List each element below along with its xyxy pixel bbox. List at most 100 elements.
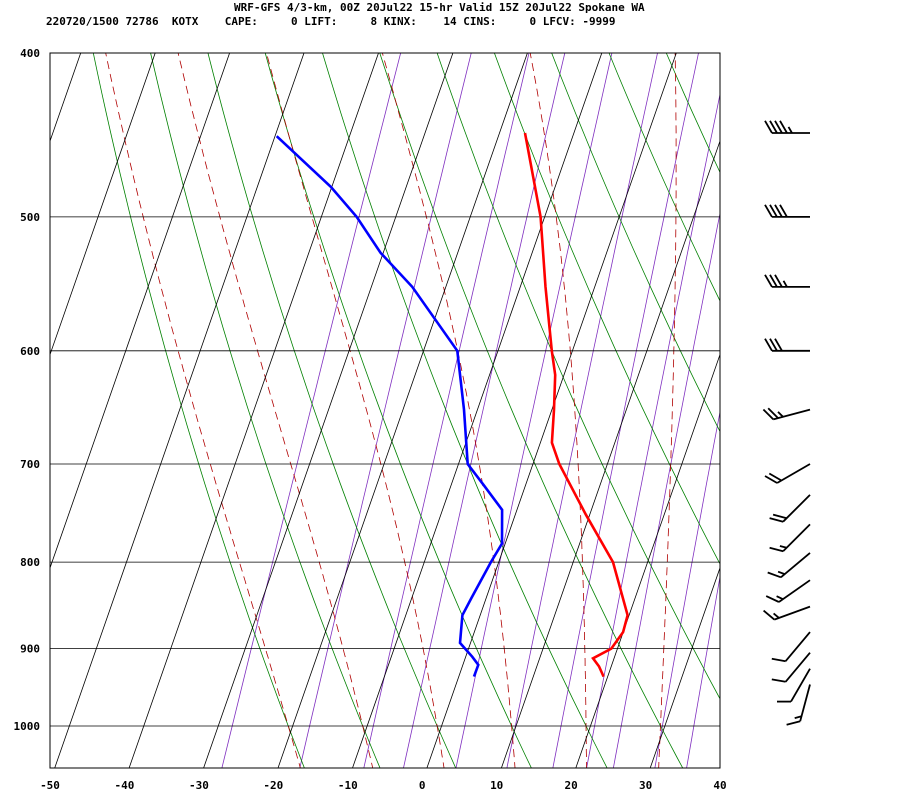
wind-barb-shaft bbox=[784, 652, 811, 683]
dewpoint-profile bbox=[275, 135, 504, 678]
wind-barb-half-feather bbox=[782, 280, 788, 288]
isotherm-line bbox=[649, 566, 720, 768]
isotherm-line bbox=[54, 53, 305, 768]
mixing-ratio-line bbox=[612, 211, 720, 768]
wind-barb-half-feather bbox=[776, 595, 784, 601]
x-tick-label: -30 bbox=[189, 779, 209, 792]
isotherm-line bbox=[50, 53, 156, 356]
isotherm-line bbox=[50, 53, 82, 143]
dry-adiabat-line bbox=[665, 53, 720, 174]
wind-barb bbox=[769, 523, 811, 553]
wind-barb-feather bbox=[762, 408, 774, 421]
wind-barbs bbox=[762, 120, 811, 726]
temperature-profile bbox=[523, 132, 629, 678]
wind-barb-half-feather bbox=[777, 570, 786, 575]
wind-barb bbox=[786, 684, 811, 726]
wind-barb-feather bbox=[771, 657, 786, 663]
wind-barb-shaft bbox=[782, 523, 811, 552]
dry-adiabat-line bbox=[92, 53, 305, 768]
dry-adiabat-line bbox=[264, 53, 532, 768]
wind-barb bbox=[764, 338, 810, 352]
wind-barb-shaft bbox=[778, 579, 811, 603]
wind-barb-shaft bbox=[773, 408, 811, 421]
wind-barb-feather bbox=[774, 120, 783, 134]
y-tick-label: 800 bbox=[20, 556, 40, 569]
y-tick-label: 400 bbox=[20, 47, 40, 60]
wind-barb bbox=[769, 494, 811, 523]
wind-barb-shaft bbox=[790, 668, 811, 703]
wind-barb-shaft bbox=[799, 684, 811, 722]
wind-barb-feather bbox=[769, 120, 778, 134]
moist-adiabat-line bbox=[266, 53, 445, 768]
y-tick-label: 1000 bbox=[14, 720, 41, 733]
wind-barb-shaft bbox=[782, 494, 811, 523]
x-tick-label: 40 bbox=[713, 779, 726, 792]
x-tick-label: 0 bbox=[419, 779, 426, 792]
isotherm-line bbox=[352, 53, 603, 768]
wind-barb-feather bbox=[764, 475, 778, 484]
wind-barb-feather bbox=[764, 120, 773, 134]
wind-barb-feather bbox=[769, 338, 778, 352]
dry-adiabat-line bbox=[551, 53, 720, 433]
wind-barb-feather bbox=[764, 338, 773, 352]
wind-barb-shaft bbox=[773, 605, 811, 621]
mixing-ratio-line bbox=[552, 53, 699, 768]
wind-barb-shaft bbox=[780, 552, 811, 578]
dry-adiabat-line bbox=[436, 53, 720, 700]
dry-adiabat-line bbox=[322, 53, 608, 768]
isotherm-line bbox=[501, 139, 720, 768]
wind-barb-half-feather bbox=[773, 612, 780, 619]
stats-line: 220720/1500 72786 KOTX CAPE: 0 LIFT: 8 K… bbox=[46, 15, 616, 28]
isotherm-line bbox=[50, 53, 230, 570]
mixing-ratio-line bbox=[363, 53, 530, 768]
y-tick-label: 500 bbox=[20, 211, 40, 224]
wind-barb bbox=[764, 204, 810, 218]
wind-barb-feather bbox=[763, 609, 775, 621]
isotherm-line bbox=[128, 53, 379, 768]
mixing-ratio-line bbox=[299, 53, 472, 768]
wind-barb-feather bbox=[769, 517, 784, 523]
wind-barb bbox=[767, 552, 811, 579]
dry-adiabat-line bbox=[379, 53, 684, 768]
isotherm-line bbox=[725, 53, 900, 768]
x-tick-label: -10 bbox=[338, 779, 358, 792]
wind-barb-half-feather bbox=[777, 411, 784, 418]
mixing-ratio-line bbox=[455, 53, 613, 768]
wind-barb-feather bbox=[774, 338, 783, 352]
dry-adiabat-line bbox=[150, 53, 381, 768]
wind-barb-half-feather bbox=[794, 715, 802, 719]
mixing-ratio-line bbox=[586, 92, 720, 768]
mixing-ratio-line bbox=[221, 53, 402, 768]
isotherm-line bbox=[0, 53, 6, 768]
mixing-ratio-line bbox=[403, 53, 566, 768]
wind-barb bbox=[763, 605, 811, 621]
chart-title: WRF-GFS 4/3-km, 00Z 20Jul22 15-hr Valid … bbox=[234, 1, 645, 14]
tick-labels: 400 500 600 700 800 900 1000 -50 -40 -30 -20 -10 0 10… bbox=[14, 47, 727, 792]
x-tick-label: -40 bbox=[114, 779, 134, 792]
wind-barb-feather bbox=[774, 274, 783, 288]
wind-barb-feather bbox=[767, 407, 779, 419]
x-tick-label: 20 bbox=[564, 779, 577, 792]
y-tick-label: 900 bbox=[20, 643, 40, 656]
wind-barb-feather bbox=[764, 274, 773, 288]
mixing-ratio-line bbox=[506, 53, 658, 768]
wind-barb bbox=[771, 631, 811, 663]
wind-barb-feather bbox=[772, 513, 787, 520]
wind-barb bbox=[777, 668, 811, 703]
x-tick-label: 30 bbox=[639, 779, 652, 792]
wind-barb-feather bbox=[768, 472, 782, 482]
wind-barb-feather bbox=[769, 546, 784, 553]
moist-adiabat-line bbox=[658, 53, 677, 768]
dry-adiabat-line bbox=[608, 53, 720, 302]
wind-barb bbox=[764, 120, 810, 134]
wind-barb-half-feather bbox=[779, 545, 787, 549]
mixing-ratio-line bbox=[654, 409, 720, 768]
y-tick-label: 600 bbox=[20, 345, 40, 358]
wind-barb-feather bbox=[767, 571, 782, 579]
profile-lines bbox=[275, 132, 629, 678]
wind-barb-half-feather bbox=[787, 126, 793, 134]
wind-barb-feather bbox=[769, 274, 778, 288]
wind-barb-feather bbox=[769, 204, 778, 218]
moist-adiabat-line bbox=[105, 53, 301, 768]
